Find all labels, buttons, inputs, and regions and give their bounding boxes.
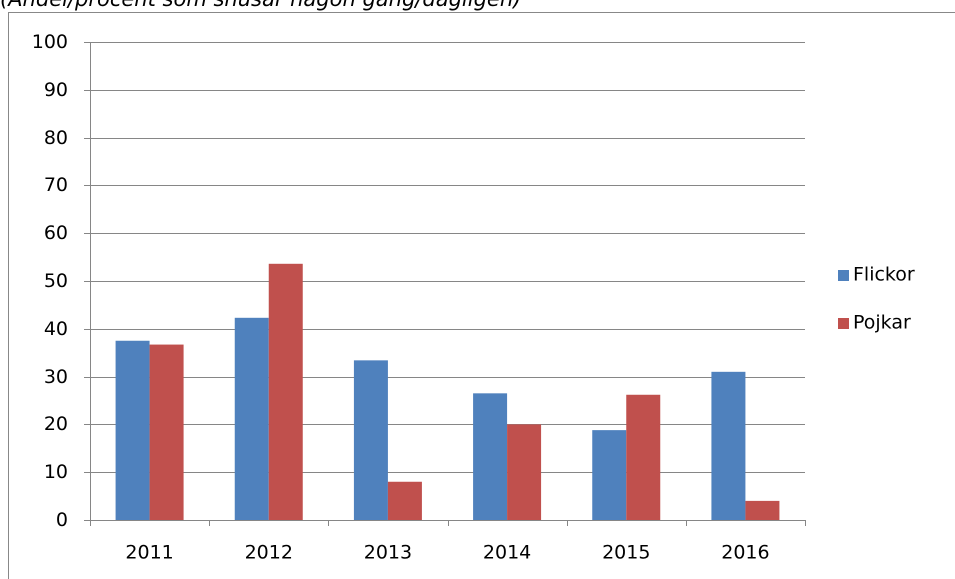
y-tick-label: 50 [44, 270, 68, 292]
x-tick-label: 2014 [483, 542, 531, 564]
bar [626, 394, 661, 520]
y-tick-label: 30 [44, 366, 68, 388]
bar [149, 344, 184, 520]
legend-swatch [838, 318, 849, 329]
y-tick-label: 0 [56, 509, 68, 531]
bar [387, 481, 422, 520]
y-tick-label: 90 [44, 79, 68, 101]
bar [711, 371, 746, 520]
y-tick-label: 60 [44, 222, 68, 244]
x-tick-label: 2012 [245, 542, 293, 564]
y-tick-label: 80 [44, 127, 68, 149]
legend-label: Flickor [853, 264, 915, 286]
y-tick-label: 70 [44, 174, 68, 196]
y-tick-label: 40 [44, 318, 68, 340]
bar [473, 393, 508, 520]
bar [745, 500, 780, 520]
bar [115, 340, 150, 520]
bar [592, 430, 627, 520]
x-tick-label: 2011 [125, 542, 173, 564]
x-tick-label: 2013 [364, 542, 412, 564]
y-tick-label: 10 [44, 461, 68, 483]
x-tick-label: 2016 [721, 542, 769, 564]
bar [507, 424, 542, 520]
chart-subtitle: (Andel/procent som snusar någon gång/dag… [0, 0, 521, 11]
y-tick-label: 20 [44, 413, 68, 435]
bar [353, 360, 388, 520]
x-tick-label: 2015 [602, 542, 650, 564]
bar [234, 317, 269, 520]
legend-swatch [838, 270, 849, 281]
bar [268, 263, 303, 520]
y-tick-label: 100 [32, 31, 68, 53]
legend-label: Pojkar [853, 312, 911, 334]
